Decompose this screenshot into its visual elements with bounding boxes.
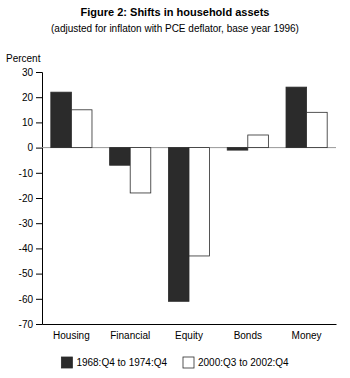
bar-series: [51, 87, 307, 301]
x-axis-line: [43, 324, 337, 325]
y-tick-mark: [36, 248, 42, 249]
bars: [51, 87, 327, 301]
bar: [189, 148, 210, 256]
y-tick: -30: [19, 218, 42, 229]
y-tick: -50: [19, 268, 42, 279]
y-axis-title: Percent: [6, 53, 41, 64]
x-axis: Housing Financial Equity Bonds Money: [43, 324, 337, 341]
bar-series: [71, 110, 327, 256]
bar: [248, 135, 269, 148]
y-tick-label: -10: [19, 168, 34, 179]
y-tick: -10: [19, 168, 42, 179]
x-tick-label: Money: [292, 330, 322, 341]
y-tick-label: 0: [27, 142, 33, 153]
x-tick-label: Bonds: [234, 330, 262, 341]
y-tick-mark: [36, 299, 42, 300]
bar: [227, 148, 248, 151]
x-tick: Money: [292, 324, 322, 341]
y-tick: 0: [27, 142, 42, 153]
y-tick-label: -40: [19, 243, 34, 254]
bar: [130, 148, 151, 193]
legend-label: 1968:Q4 to 1974:Q4: [76, 357, 167, 368]
x-tick-label: Financial: [110, 330, 150, 341]
y-tick-mark: [36, 72, 42, 73]
y-tick-label: 20: [22, 92, 34, 103]
y-tick: 20: [22, 92, 42, 103]
y-tick-mark: [36, 198, 42, 199]
y-tick-mark: [36, 223, 42, 224]
legend: 1968:Q4 to 1974:Q4 2000:Q3 to 2002:Q4: [61, 357, 289, 368]
x-tick-label: Housing: [53, 330, 90, 341]
y-tick-label: 10: [22, 117, 34, 128]
plot-area: -70 -60 -50 -40 -30 -20 -10 0 10 20 30 Housing Finan…: [19, 67, 337, 341]
y-tick-mark: [36, 324, 42, 325]
bar: [51, 92, 72, 147]
legend-swatch: [183, 357, 194, 368]
y-tick: -40: [19, 243, 42, 254]
y-tick-label: 30: [22, 67, 34, 78]
title: Figure 2: Shifts in household assets: [81, 6, 270, 18]
bar: [307, 112, 328, 147]
y-tick: 10: [22, 117, 42, 128]
legend-item: 2000:Q3 to 2002:Q4: [183, 357, 289, 368]
y-tick-mark: [36, 173, 42, 174]
x-tick: Financial: [110, 324, 150, 341]
bar: [110, 148, 131, 166]
y-tick: -20: [19, 193, 42, 204]
y-axis: -70 -60 -50 -40 -30 -20 -10 0 10 20 30: [19, 67, 43, 330]
y-tick-label: -50: [19, 268, 34, 279]
y-tick-label: -30: [19, 218, 34, 229]
y-tick-mark: [36, 274, 42, 275]
y-tick-label: -70: [19, 319, 34, 330]
y-tick: -60: [19, 294, 42, 305]
y-tick-mark: [36, 148, 42, 149]
chart-container: Figure 2: Shifts in household assets (adj…: [0, 0, 350, 378]
bar: [71, 110, 92, 148]
y-tick-label: -60: [19, 294, 34, 305]
x-tick-label: Equity: [175, 330, 203, 341]
y-tick-label: -20: [19, 193, 34, 204]
y-tick: 30: [22, 67, 42, 78]
bar: [286, 87, 307, 147]
x-tick: Housing: [53, 324, 90, 341]
y-tick-mark: [36, 122, 42, 123]
y-tick-mark: [36, 97, 42, 98]
x-tick: Bonds: [234, 324, 262, 341]
chart-svg: Figure 2: Shifts in household assets (adj…: [0, 0, 350, 378]
bar: [168, 148, 189, 302]
y-axis-line: [36, 73, 43, 325]
legend-label: 2000:Q3 to 2002:Q4: [198, 357, 289, 368]
subtitle: (adjusted for inflaton with PCE deflator…: [51, 23, 299, 34]
legend-swatch: [61, 357, 72, 368]
x-tick: Equity: [175, 324, 203, 341]
legend-item: 1968:Q4 to 1974:Q4: [61, 357, 167, 368]
y-tick: -70: [19, 319, 42, 330]
